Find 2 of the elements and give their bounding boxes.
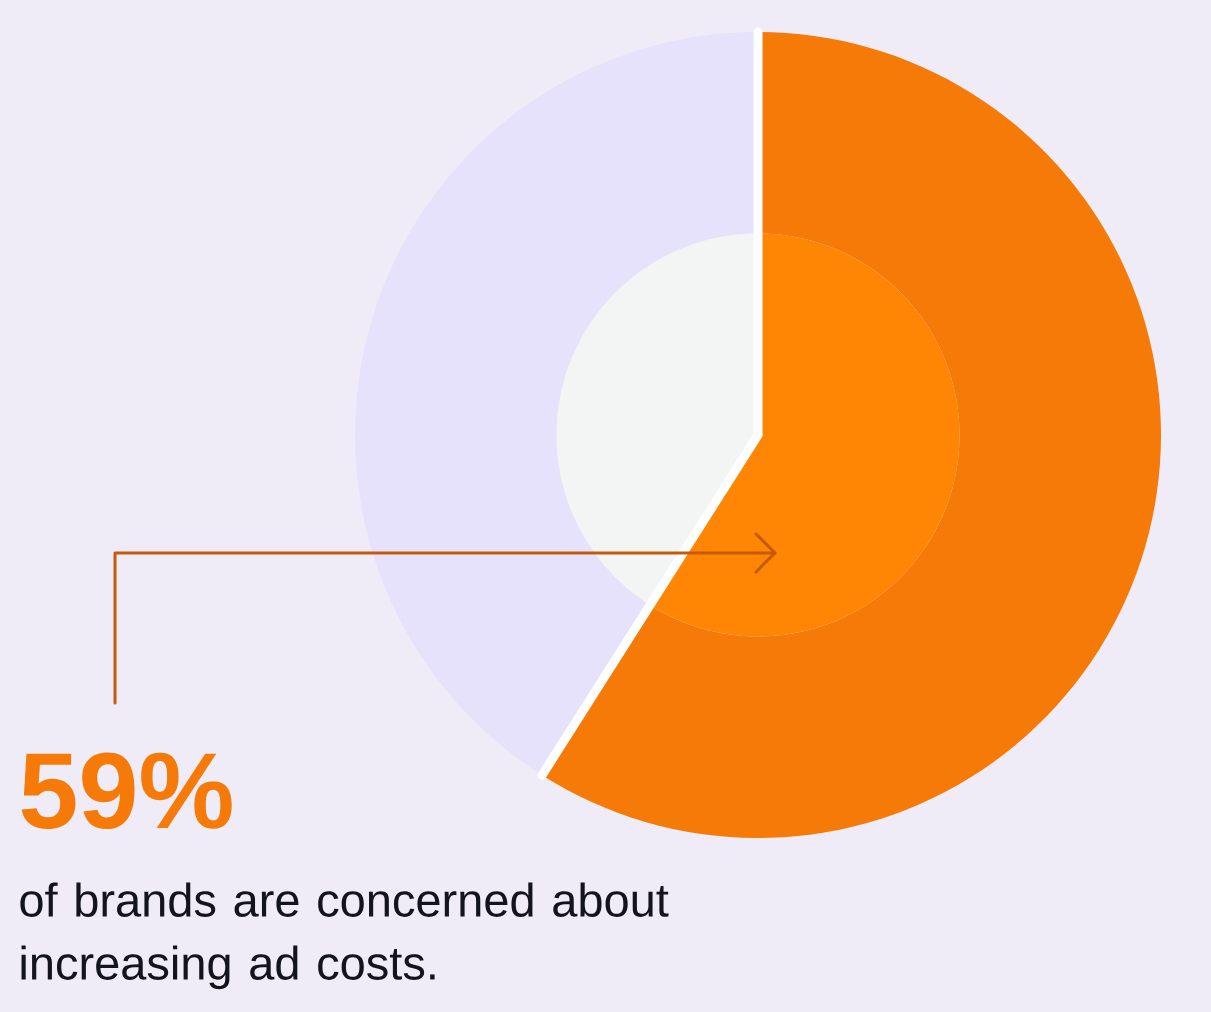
text: of brands are concerned about increasing ad costs. <box>20 882 669 990</box>
data-label: 59% <box>21 752 232 830</box>
